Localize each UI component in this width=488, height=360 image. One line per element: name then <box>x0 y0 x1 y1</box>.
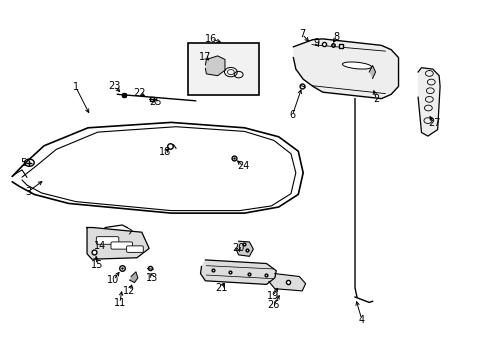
Text: 9: 9 <box>313 38 319 48</box>
Ellipse shape <box>342 62 371 69</box>
FancyBboxPatch shape <box>126 246 143 252</box>
Text: 7: 7 <box>299 29 305 39</box>
Polygon shape <box>205 56 224 76</box>
Polygon shape <box>268 274 305 291</box>
Bar <box>188 43 259 95</box>
Polygon shape <box>417 68 439 136</box>
Text: 13: 13 <box>146 273 159 283</box>
Text: 27: 27 <box>427 118 440 128</box>
Text: 21: 21 <box>214 283 227 293</box>
Polygon shape <box>293 39 398 99</box>
Text: 4: 4 <box>358 315 364 325</box>
Polygon shape <box>129 272 138 283</box>
Text: 15: 15 <box>90 260 103 270</box>
Polygon shape <box>200 260 276 284</box>
Text: 3: 3 <box>25 186 31 197</box>
Text: 1: 1 <box>73 82 79 92</box>
Text: 8: 8 <box>333 32 339 42</box>
Text: 23: 23 <box>108 81 121 91</box>
Polygon shape <box>368 66 375 78</box>
Text: 12: 12 <box>123 286 136 296</box>
Text: 14: 14 <box>94 240 106 251</box>
Text: 19: 19 <box>266 291 279 301</box>
Text: 20: 20 <box>232 243 244 253</box>
Text: 16: 16 <box>204 34 217 44</box>
Polygon shape <box>87 228 149 259</box>
Text: 10: 10 <box>107 275 120 285</box>
Text: 24: 24 <box>237 161 249 171</box>
Text: 17: 17 <box>199 52 211 62</box>
Text: 11: 11 <box>113 298 126 308</box>
FancyBboxPatch shape <box>96 237 119 244</box>
Text: 22: 22 <box>133 88 145 98</box>
Text: 18: 18 <box>159 147 171 157</box>
Text: 26: 26 <box>267 300 280 310</box>
FancyBboxPatch shape <box>111 242 132 249</box>
Text: 2: 2 <box>373 94 379 104</box>
Text: 25: 25 <box>149 96 162 107</box>
Polygon shape <box>235 241 253 256</box>
Text: 5: 5 <box>20 158 26 168</box>
Text: 6: 6 <box>289 110 295 120</box>
